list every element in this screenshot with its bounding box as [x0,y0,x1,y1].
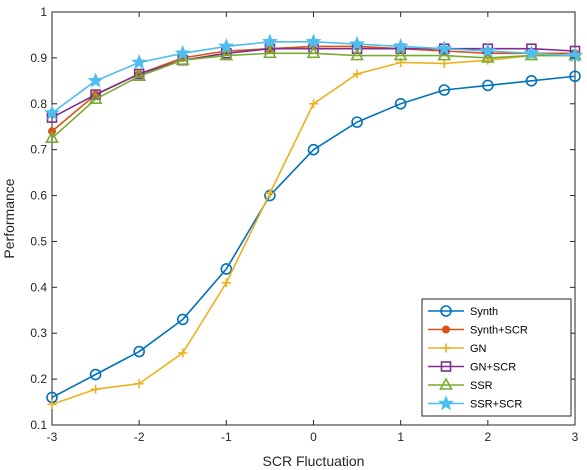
legend-entry-synth: Synth [428,305,498,318]
legend-entry-gn: GN [428,343,487,355]
data-point-ssr [350,47,364,61]
data-point-gn [221,278,231,288]
data-point-ssr-plus-scr [218,38,235,54]
data-point-ssr-plus-scr [392,38,409,54]
x-tick-label: 2 [484,430,491,444]
data-point-synth [394,97,407,110]
legend-swatch-marker [440,361,452,372]
data-point-synth [482,79,494,92]
y-axis-label: Performance [1,178,17,258]
data-point-ssr-plus-scr [436,40,453,56]
x-tick-label: -3 [47,430,58,444]
data-point-ssr-plus-scr [305,33,322,49]
data-point-synth [569,70,581,83]
data-point-synth [176,313,189,326]
data-point-ssr-plus-scr [261,33,278,49]
data-point-ssr [132,68,147,82]
data-point-ssr-plus-scr [523,44,540,61]
y-tick-label: 0.9 [30,51,47,65]
y-tick-label: 0.8 [30,97,47,111]
data-point-ssr [219,47,234,61]
y-tick-label: 0.2 [30,372,47,386]
legend-swatch-marker [439,377,453,390]
y-tick-label: 0.5 [30,234,47,248]
y-tick-label: 1 [40,5,47,19]
data-point-gn [265,188,275,198]
data-point-ssr [263,45,277,59]
data-point-gn [178,348,188,358]
series-line-synth [51,75,576,399]
legend-label: Synth [470,306,498,318]
legend-entry-ssr: SSR [428,377,493,392]
legend-swatch-marker [441,343,451,353]
y-tick-label: 0.1 [30,418,47,432]
data-point-ssr [175,52,190,65]
legend-label: Synth+SCR [470,325,528,337]
data-point-synth [307,143,320,156]
legend: Synth Synth+SCR GN GN+SCR SSR SSR+SCR [421,298,572,417]
y-tick-label: 0.7 [30,143,47,157]
data-point-ssr [480,50,495,63]
data-point-gn [91,384,101,394]
legend-label: GN [470,343,487,355]
data-point-ssr-plus-scr [567,47,583,63]
series-ssr [45,45,582,143]
data-point-ssr-plus-scr [349,35,366,51]
legend-label: SSR+SCR [470,399,522,411]
legend-entry-ssr-plus-scr: SSR+SCR [428,395,522,411]
series-ssr-plus-scr [44,33,583,120]
x-axis-label: SCR Fluctuation [263,453,365,469]
data-point-ssr [306,45,321,59]
data-point-synth [89,368,102,381]
y-tick-label: 0.3 [30,326,47,340]
data-point-ssr [393,47,408,61]
data-point-gn [352,69,362,79]
legend-entry-synth-plus-scr: Synth+SCR [428,325,528,337]
legend-entry-gn-plus-scr: GN+SCR [428,361,516,374]
series-gn [47,51,580,409]
series-layer [44,33,583,409]
data-point-gn [309,99,318,109]
data-point-ssr-plus-scr [174,44,191,61]
legend-label: SSR [470,380,493,392]
data-point-synth [525,75,538,87]
x-tick-label: 1 [397,430,404,444]
data-point-ssr-plus-scr [44,104,60,120]
data-point-ssr [88,91,103,104]
series-synth [46,70,581,404]
data-point-gn [47,399,57,409]
data-point-gn [134,379,144,389]
x-tick-label: -2 [134,430,145,444]
data-point-synth [351,116,363,128]
data-point-ssr [437,47,452,61]
x-tick-label: -1 [221,430,232,444]
data-point-synth [133,345,145,358]
series-line-ssr [51,52,575,139]
data-point-ssr-plus-scr [87,72,104,88]
x-tick-label: 0 [310,430,317,444]
legend-swatch-marker [440,305,452,317]
x-tick-label: 3 [572,430,579,444]
data-point-synth [220,263,233,275]
legend-swatch-marker [442,325,450,334]
y-tick-label: 0.6 [30,189,47,203]
data-point-ssr [45,130,59,143]
y-tick-label: 0.4 [30,280,47,294]
data-point-gn [439,58,449,68]
ticks-layer: -3 -2 -1 0 1 2 3 0.1 0.2 0.3 0.4 0.5 0.6 0.7 0.8 0.9 1 [30,5,578,444]
legend-box [421,298,572,417]
data-point-synth [438,84,451,96]
legend-label: GN+SCR [470,362,516,374]
legend-swatch-marker [438,395,454,411]
data-point-ssr-plus-scr [479,42,496,58]
data-point-ssr-plus-scr [131,54,148,70]
